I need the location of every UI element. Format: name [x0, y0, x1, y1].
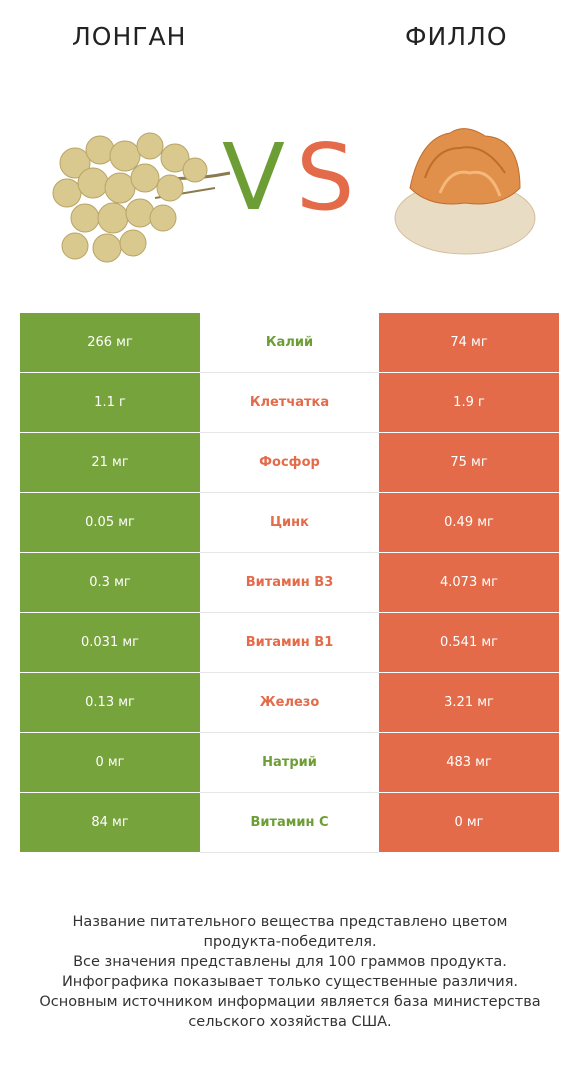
- footnote-line: Инфографика показывает только существенн…: [61, 974, 519, 990]
- footnote-line: сельского хозяйства США.: [188, 1014, 392, 1030]
- right-value: 1.9 г: [379, 372, 559, 433]
- footnote: Название питательного вещества представл…: [20, 912, 560, 1032]
- phyllo-image: [394, 128, 536, 255]
- nutrient-name: Витамин B1: [200, 612, 379, 673]
- table-row: 1.1 г Клетчатка 1.9 г: [20, 372, 559, 433]
- right-value: 0 мг: [379, 792, 559, 853]
- footnote-line: продукта-победителя.: [203, 934, 377, 950]
- left-value: 84 мг: [20, 792, 200, 853]
- nutrient-name: Цинк: [200, 492, 379, 553]
- nutrient-name: Фосфор: [200, 432, 379, 493]
- longan-image: [52, 132, 231, 263]
- left-value: 0 мг: [20, 732, 200, 793]
- table-row: 0.13 мг Железо 3.21 мг: [20, 672, 559, 733]
- right-value: 0.541 мг: [379, 612, 559, 673]
- table-row: 0 мг Натрий 483 мг: [20, 732, 559, 793]
- nutrient-comparison-table: 266 мг Калий 74 мг 1.1 г Клетчатка 1.9 г 21 мг…: [20, 313, 559, 853]
- left-food-title: ЛОНГАН: [72, 22, 187, 51]
- table-row: 0.031 мг Витамин B1 0.541 мг: [20, 612, 559, 673]
- left-value: 0.05 мг: [20, 492, 200, 553]
- nutrient-name: Витамин B3: [200, 552, 379, 613]
- right-value: 3.21 мг: [379, 672, 559, 733]
- right-value: 0.49 мг: [379, 492, 559, 553]
- left-value: 0.13 мг: [20, 672, 200, 733]
- table-row: 21 мг Фосфор 75 мг: [20, 432, 559, 493]
- table-row: 0.05 мг Цинк 0.49 мг: [20, 492, 559, 553]
- footnote-line: Все значения представлены для 100 граммо…: [73, 954, 507, 970]
- left-value: 0.3 мг: [20, 552, 200, 613]
- nutrient-name: Клетчатка: [200, 372, 379, 433]
- table-row: 0.3 мг Витамин B3 4.073 мг: [20, 552, 559, 613]
- right-value: 75 мг: [379, 432, 559, 493]
- vs-letter-s: S: [296, 124, 355, 231]
- footnote-line: Название питательного вещества представл…: [72, 914, 508, 930]
- left-value: 266 мг: [20, 313, 200, 373]
- left-value: 0.031 мг: [20, 612, 200, 673]
- right-value: 483 мг: [379, 732, 559, 793]
- nutrient-name: Калий: [200, 313, 379, 373]
- left-value: 21 мг: [20, 432, 200, 493]
- vs-letter-v: V: [222, 124, 285, 231]
- footnote-line: Основным источником информации является …: [39, 994, 541, 1010]
- nutrient-name: Железо: [200, 672, 379, 733]
- right-food-title: ФИЛЛО: [405, 22, 508, 51]
- left-value: 1.1 г: [20, 372, 200, 433]
- nutrient-name: Натрий: [200, 732, 379, 793]
- table-row: 266 мг Калий 74 мг: [20, 313, 559, 373]
- right-value: 4.073 мг: [379, 552, 559, 613]
- nutrient-name: Витамин C: [200, 792, 379, 853]
- right-value: 74 мг: [379, 313, 559, 373]
